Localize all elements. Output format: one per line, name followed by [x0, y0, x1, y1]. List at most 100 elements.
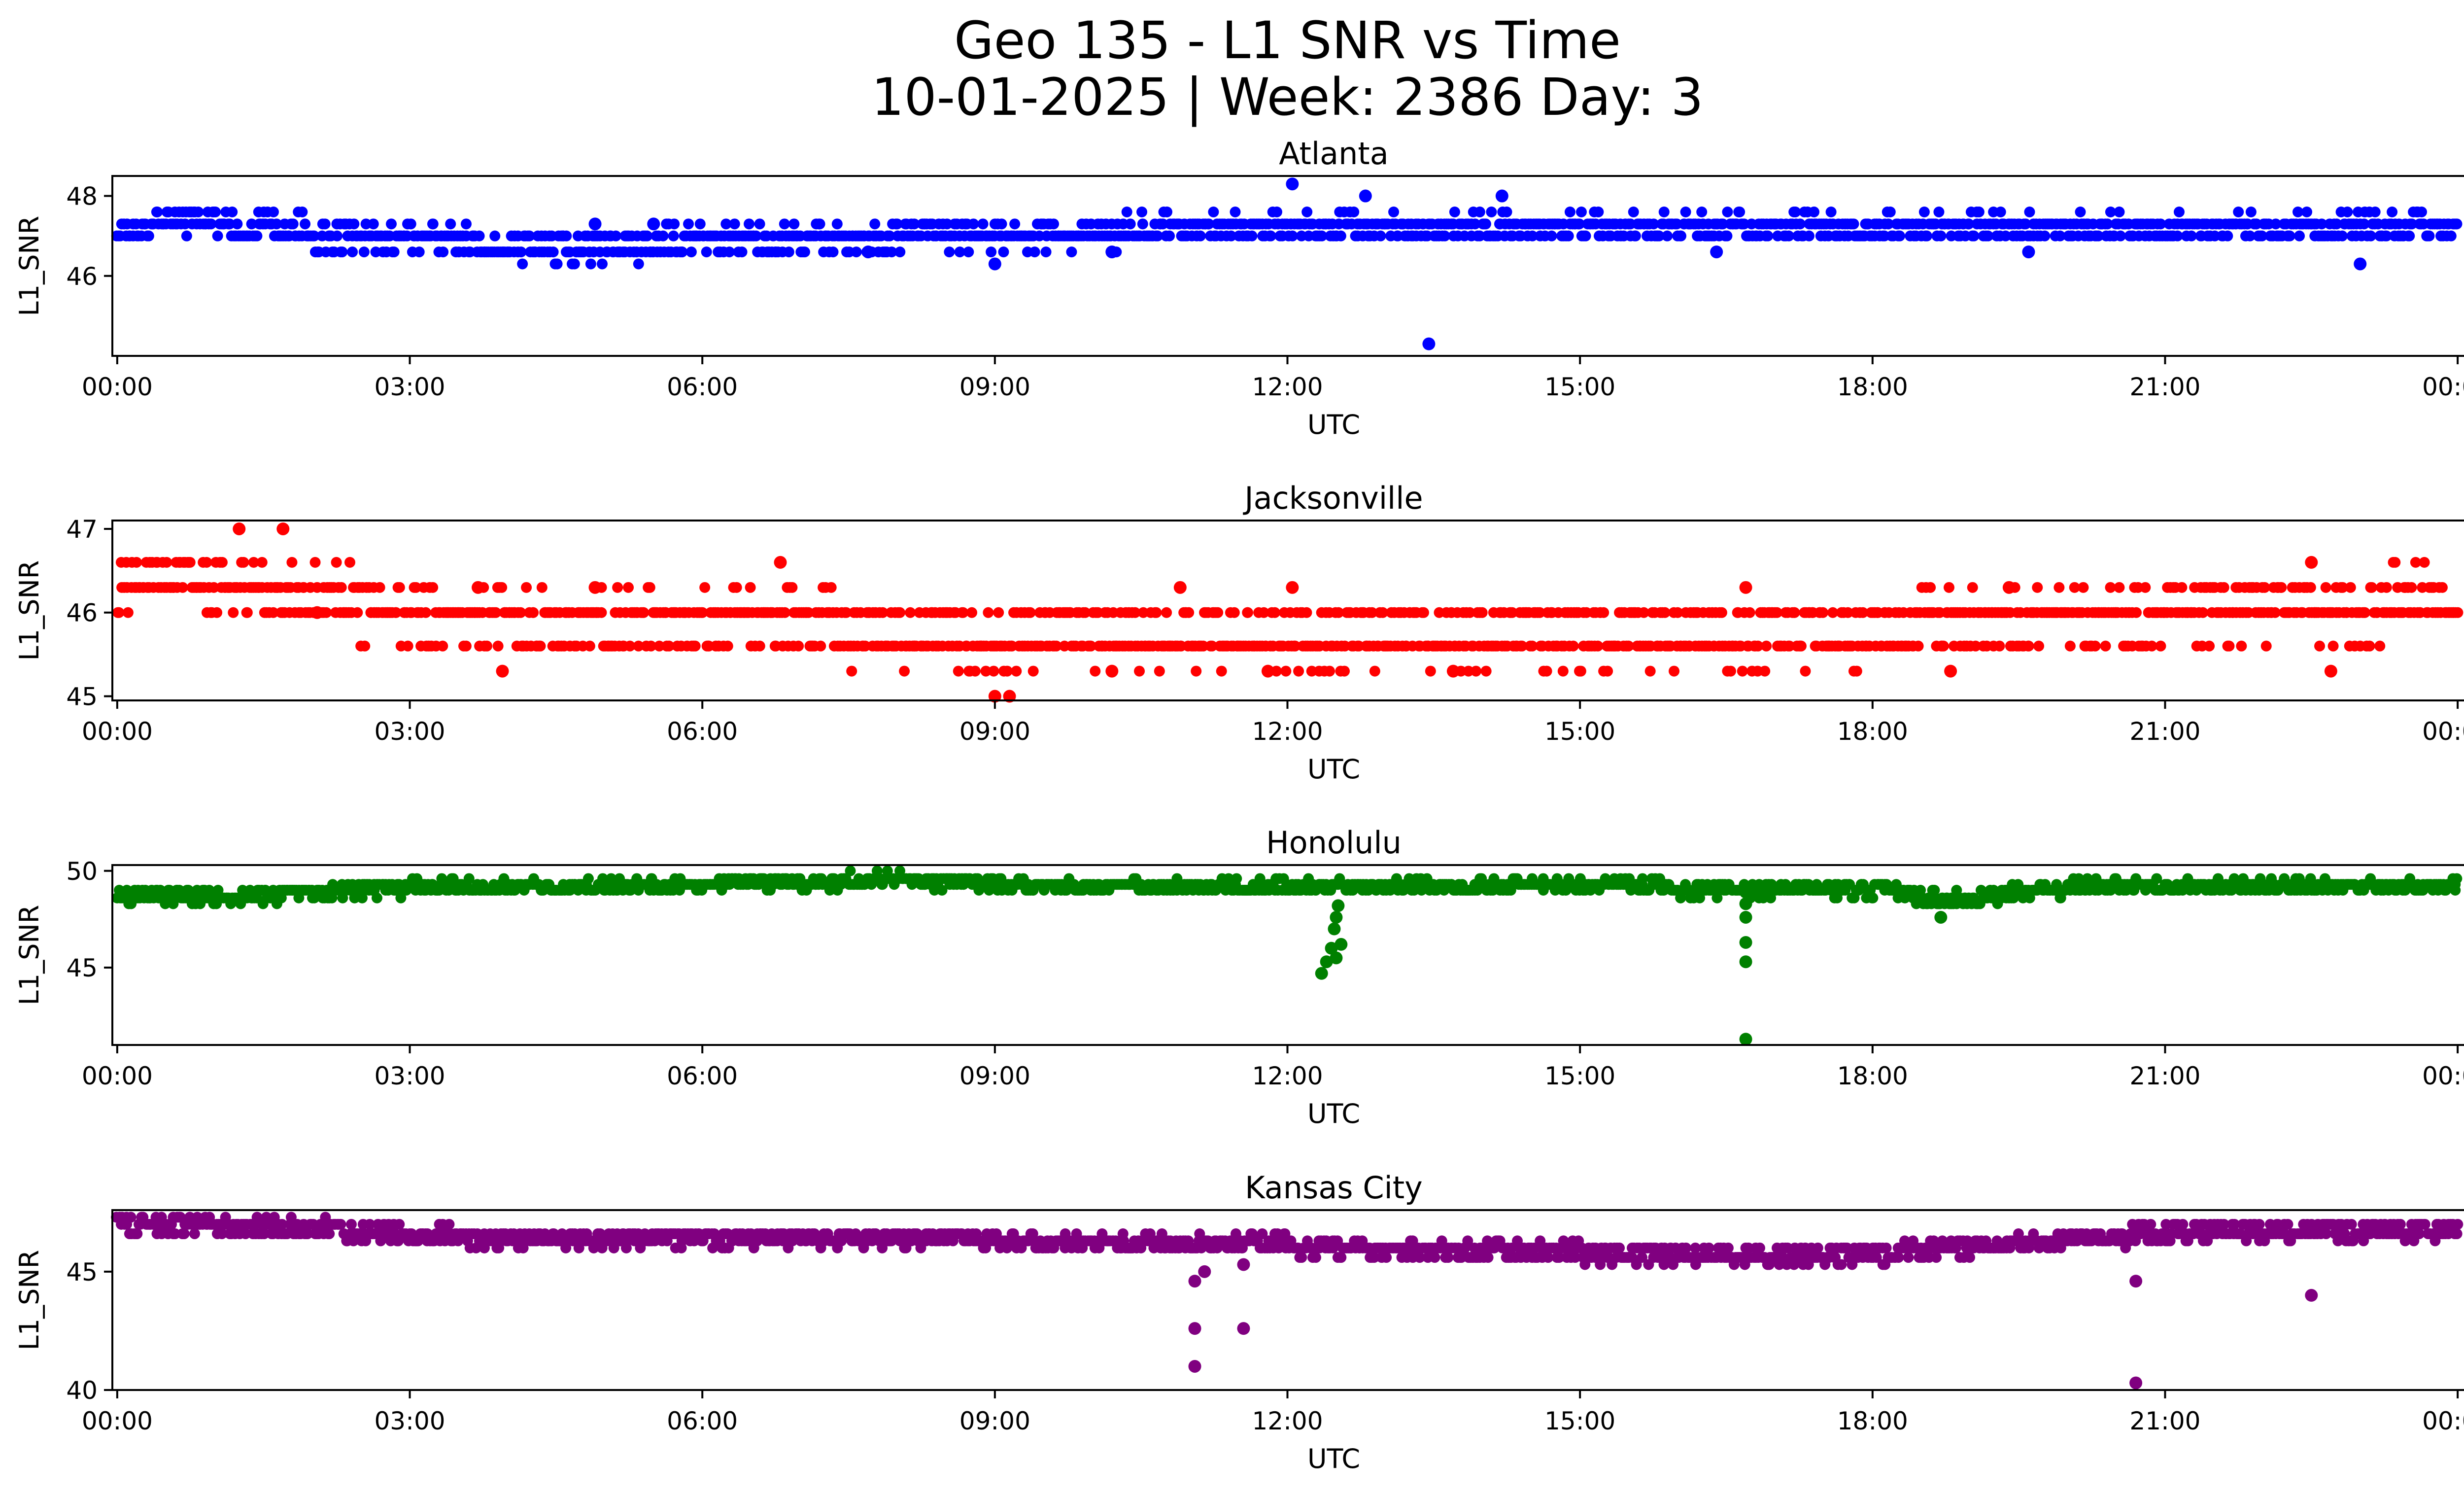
data-point — [1501, 207, 1512, 217]
data-point — [2186, 230, 2197, 242]
data-point — [633, 258, 644, 270]
data-point — [335, 1218, 346, 1230]
data-point — [332, 230, 343, 242]
data-point — [521, 582, 532, 593]
data-point — [2445, 230, 2457, 242]
data-point — [851, 246, 862, 258]
data-point — [1208, 207, 1219, 217]
x-tick-label: 00:00 — [82, 1062, 153, 1090]
data-point — [359, 640, 371, 652]
x-tick-label: 03:00 — [375, 1062, 445, 1090]
data-point-outlier — [1934, 910, 1948, 924]
data-point — [113, 607, 125, 618]
data-point — [1164, 230, 1175, 242]
data-point — [1161, 607, 1172, 618]
figure-title-line-2: 10-01-2025 | Week: 2386 Day: 3 — [871, 67, 1704, 127]
data-point — [1983, 230, 1994, 242]
data-point — [977, 218, 989, 230]
data-point — [1449, 207, 1460, 217]
data-point — [2257, 230, 2268, 242]
y-tick-label: 45 — [66, 954, 98, 982]
data-point — [585, 258, 596, 270]
data-point — [1216, 665, 1227, 677]
y-tick-label: 46 — [66, 599, 98, 627]
data-point — [1025, 607, 1036, 618]
data-point — [2342, 207, 2353, 217]
data-point — [633, 640, 644, 652]
data-point — [954, 246, 965, 258]
data-point — [122, 607, 134, 618]
data-point — [1265, 230, 1276, 242]
data-point — [689, 640, 701, 652]
data-point — [1935, 230, 1947, 242]
data-point — [653, 640, 665, 652]
data-point — [227, 207, 238, 217]
data-point — [642, 230, 653, 242]
data-point — [413, 246, 425, 258]
data-point — [2374, 640, 2386, 652]
data-point — [551, 258, 563, 270]
data-point-outlier — [861, 245, 875, 259]
data-point — [2406, 218, 2418, 230]
data-point — [1921, 230, 1932, 242]
data-point — [374, 582, 385, 593]
data-point — [1653, 230, 1665, 242]
data-point — [1154, 665, 1165, 677]
data-point — [1913, 640, 1924, 652]
data-point — [1029, 246, 1040, 258]
data-point — [677, 246, 688, 258]
data-point-outlier — [1328, 922, 1341, 936]
data-point — [1759, 665, 1771, 677]
data-point — [968, 218, 979, 230]
data-point — [1246, 230, 1258, 242]
data-point-outlier — [647, 217, 660, 231]
data-point-outlier — [774, 556, 787, 569]
data-point — [337, 246, 348, 258]
data-point — [2224, 640, 2235, 652]
data-point — [336, 582, 347, 593]
data-point-outlier — [2022, 245, 2035, 259]
data-point — [1790, 207, 1801, 217]
data-point — [1761, 640, 1772, 652]
data-point — [561, 230, 572, 242]
data-point — [474, 230, 485, 242]
data-point — [825, 582, 837, 593]
data-point — [143, 230, 154, 242]
data-point — [388, 246, 400, 258]
data-point — [2364, 640, 2375, 652]
data-point — [438, 246, 449, 258]
data-point — [286, 556, 298, 568]
data-point — [1183, 607, 1195, 618]
data-point — [2176, 582, 2188, 593]
x-tick-label: 03:00 — [375, 717, 445, 746]
data-point — [724, 246, 735, 258]
data-point — [996, 218, 1007, 230]
data-point — [729, 218, 740, 230]
data-point — [1301, 607, 1312, 618]
y-axis-label: L1_SNR — [14, 905, 45, 1006]
data-point — [1575, 207, 1587, 217]
data-point — [980, 665, 992, 677]
data-point — [394, 582, 405, 593]
data-point — [2053, 582, 2065, 593]
data-point — [1933, 207, 1945, 217]
data-point — [2115, 230, 2126, 242]
data-point — [2155, 218, 2166, 230]
data-point — [427, 218, 439, 230]
data-point — [779, 607, 790, 618]
figure-title-line-1: Geo 135 - L1 SNR vs Time — [954, 10, 1621, 70]
data-point — [899, 665, 910, 677]
data-point — [1882, 218, 1894, 230]
data-point-outlier — [1422, 337, 1436, 350]
subplot-title: Jacksonville — [1242, 480, 1423, 516]
data-point — [683, 218, 694, 230]
x-axis-label: UTC — [1307, 754, 1360, 785]
data-point — [1602, 665, 1613, 677]
data-point — [1009, 218, 1021, 230]
data-point — [2173, 207, 2185, 217]
data-point — [610, 230, 621, 242]
data-point — [697, 607, 708, 618]
data-point — [685, 246, 697, 258]
data-point — [2314, 640, 2326, 652]
data-point — [1973, 207, 1985, 217]
